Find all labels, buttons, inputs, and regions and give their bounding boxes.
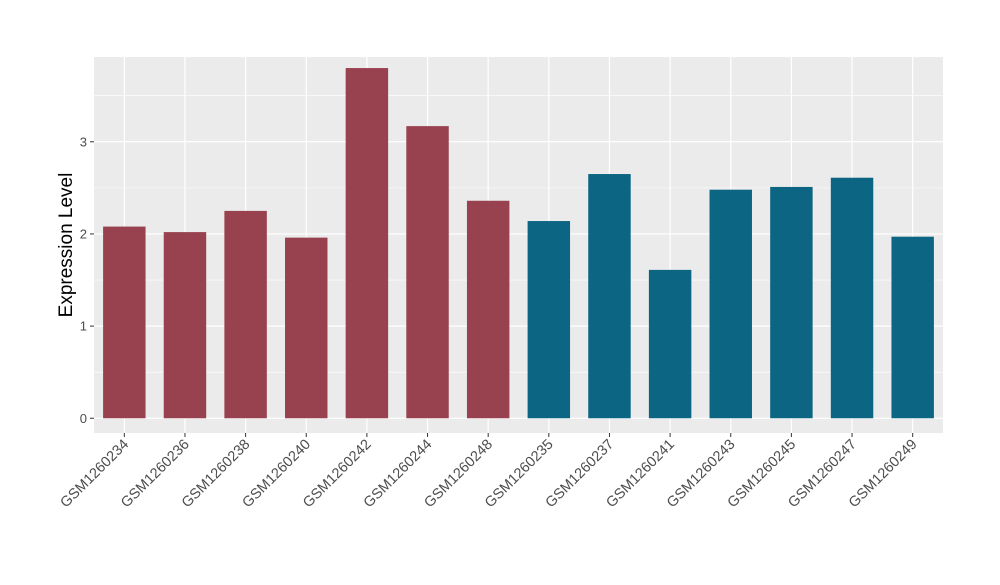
bar	[103, 226, 146, 419]
bar	[163, 232, 207, 419]
bar	[770, 186, 813, 419]
y-axis: 0 1 2 3	[80, 134, 94, 426]
bar	[527, 221, 571, 419]
bar	[345, 68, 389, 419]
bar	[709, 189, 752, 419]
bar	[648, 269, 692, 419]
y-tick-label: 2	[80, 226, 87, 241]
bar	[588, 174, 631, 419]
y-tick-label: 0	[80, 411, 87, 426]
bars	[103, 68, 934, 419]
x-axis: GSM1260234GSM1260236GSM1260238GSM1260240…	[58, 433, 921, 511]
y-tick-label: 3	[80, 134, 87, 149]
bar	[891, 236, 934, 419]
y-tick-label: 1	[80, 319, 87, 334]
y-axis-title: Expression Level	[56, 173, 77, 318]
bar	[830, 177, 874, 419]
bar	[466, 200, 510, 419]
bar	[406, 126, 449, 419]
bar	[285, 237, 328, 419]
plot-panel	[94, 57, 943, 433]
bar	[224, 210, 267, 419]
